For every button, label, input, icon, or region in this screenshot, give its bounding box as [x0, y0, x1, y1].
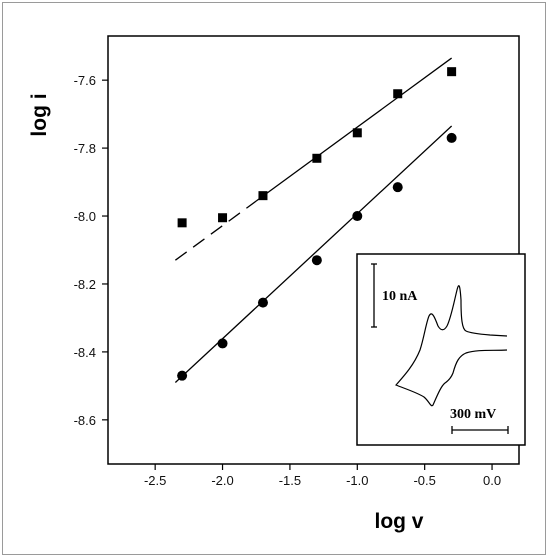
square-point-3: [312, 153, 322, 163]
y-tick-label-2: -8.0: [74, 209, 96, 224]
x-tick-label-1: -2.0: [211, 473, 233, 488]
x-tick-label-4: -0.5: [413, 473, 435, 488]
y-tick-label-3: -8.2: [74, 277, 96, 292]
data-markers: [177, 67, 457, 381]
square-point-5: [393, 89, 403, 99]
x-axis-title: log v: [374, 510, 423, 533]
x-tick-label-3: -1.0: [346, 473, 368, 488]
inset-voltammogram: 10 nA 300 mV: [356, 253, 526, 446]
y-tick-label-4: -8.4: [74, 345, 96, 360]
square-point-1: [218, 213, 228, 223]
fit-line-dashed-0: [174, 200, 257, 261]
figure-frame: [2, 2, 546, 555]
square-point-0: [177, 218, 187, 228]
circle-point-5: [392, 182, 403, 193]
circle-point-3: [311, 255, 322, 266]
circle-point-1: [217, 338, 228, 349]
inset-potential-scale-label: 300 mV: [450, 407, 496, 422]
x-tick-label-2: -1.5: [279, 473, 301, 488]
x-tick-label-0: -2.5: [144, 473, 166, 488]
y-tick-label-0: -7.6: [74, 73, 96, 88]
inset-current-scale-label: 10 nA: [382, 289, 418, 304]
y-tick-label-5: -8.6: [74, 413, 96, 428]
y-axis-title: log i: [28, 93, 51, 136]
circle-point-4: [352, 211, 363, 222]
axis-ticks: -2.5 -2.0 -1.5 -1.0 -0.5 0.0 -7.6 -7.8 -8.0 -8.2 -…: [74, 73, 501, 488]
square-point-4: [352, 128, 362, 138]
x-tick-label-5: 0.0: [483, 473, 501, 488]
inset-box: [356, 253, 526, 446]
square-point-6: [447, 67, 457, 77]
y-tick-label-1: -7.8: [74, 141, 96, 156]
inset-cv-trace: [394, 285, 508, 407]
plot-area: [107, 35, 520, 465]
circle-point-0: [177, 370, 188, 381]
circle-point-2: [257, 297, 268, 308]
circle-point-6: [446, 132, 457, 143]
square-point-2: [258, 191, 268, 201]
